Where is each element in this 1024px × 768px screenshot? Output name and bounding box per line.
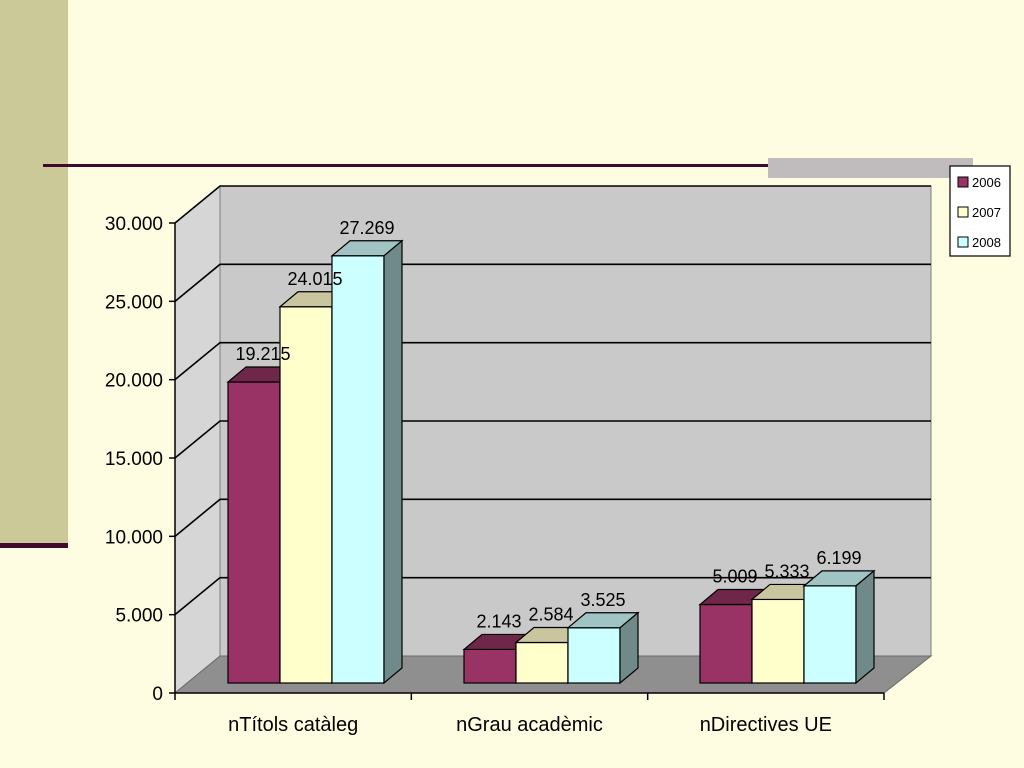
gridline [174,185,931,224]
gridline [174,498,931,537]
bars [226,239,876,685]
legend-entry-label: 2006 [972,175,1001,190]
y-tick-label: 10.000 [105,527,163,548]
data-label: 6.199 [816,548,861,568]
gray-accent-block [768,158,973,178]
gridline [174,576,931,616]
data-label: 3.525 [580,590,625,610]
gridlines [174,185,931,616]
legend-swatch [957,236,969,248]
x-category-label: nTítols catàleg [228,714,358,736]
y-tick-label: 25.000 [105,292,163,313]
y-tick-label: 15.000 [105,449,163,470]
bar-front [515,641,569,684]
y-tick-label: 0 [152,684,163,705]
bar-front [751,598,805,684]
bar-side [619,611,639,685]
data-label: 24.015 [287,269,342,289]
legend-entry-label: 2008 [972,235,1001,250]
left-decorative-band [0,0,68,545]
gridline [174,341,931,381]
bar-front [331,255,385,684]
data-label: 27.269 [339,218,394,238]
legend: 2006 2007 2008 [949,165,1011,257]
gridline [174,263,931,302]
axes: 0 5.000 10.000 15.000 20.000 25.000 30.000 nTít… [105,214,885,736]
bar-front [463,648,517,684]
left-band-underline [0,543,68,548]
bar-front [803,585,857,684]
top-horizontal-rule [43,164,971,167]
bar-2008-0 [330,239,404,685]
legend-swatch [957,206,969,218]
legend-swatch [957,176,969,188]
x-category-label: nGrau acadèmic [456,714,603,736]
bar-front [699,603,753,684]
data-labels: 19.215 24.015 27.269 2.143 2.584 3.525 5.009 5.… [235,218,861,632]
legend-entry-label: 2007 [972,205,1001,220]
bar-front [227,381,281,684]
bar-2008-1 [566,611,640,685]
bar-side [855,569,875,685]
data-label: 2.143 [476,611,521,631]
x-category-label: nDirectives UE [700,714,832,736]
y-tick-label: 30.000 [105,214,163,235]
data-label: 19.215 [235,344,290,364]
y-tick-label: 5.000 [115,606,163,627]
bar-front [279,306,333,684]
bar-front [567,627,621,684]
bar-side [383,239,403,685]
data-label: 5.009 [712,567,757,587]
y-tick-label: 20.000 [105,371,163,392]
data-label: 5.333 [764,561,809,581]
bar-2008-2 [802,569,876,685]
gridline [174,420,931,459]
data-label: 2.584 [528,605,573,625]
